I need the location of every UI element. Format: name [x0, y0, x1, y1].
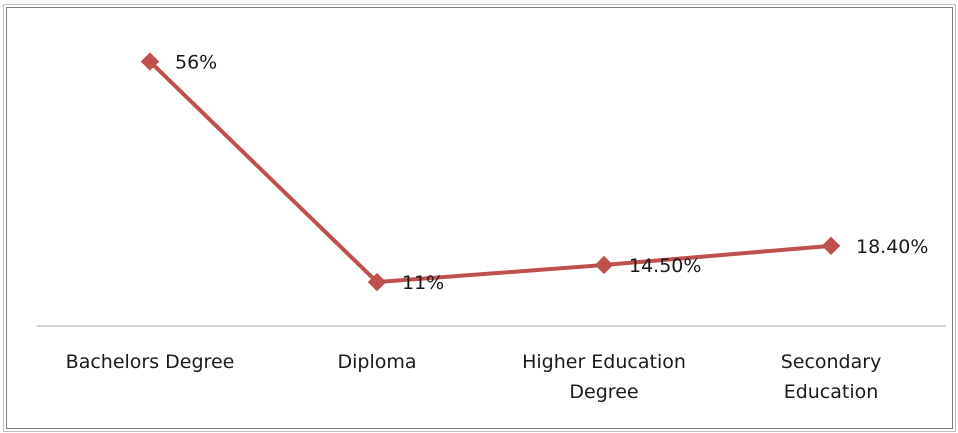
data-point-marker [140, 52, 160, 71]
category-label-layer: Bachelors Degree Diploma Higher Education D… [66, 351, 882, 403]
chart-outer-border [3, 4, 956, 432]
data-label-layer: 56% 11% 14.50% 18.40% [175, 52, 928, 295]
series-layer [140, 52, 841, 292]
x-tick-label: Secondary [781, 351, 882, 373]
x-tick-label: Diploma [337, 351, 416, 373]
data-point-marker [821, 236, 841, 256]
data-label: 56% [175, 52, 217, 74]
data-label: 14.50% [629, 255, 701, 277]
data-label: 11% [402, 272, 444, 294]
x-tick-label: Bachelors Degree [66, 351, 235, 373]
data-point-marker [367, 272, 387, 292]
x-tick-label: Higher Education [522, 351, 686, 373]
series-line [148, 60, 832, 285]
data-label: 18.40% [856, 236, 928, 258]
x-tick-label: Education [784, 381, 879, 403]
data-point-marker [594, 255, 614, 275]
x-tick-label: Degree [569, 381, 638, 403]
